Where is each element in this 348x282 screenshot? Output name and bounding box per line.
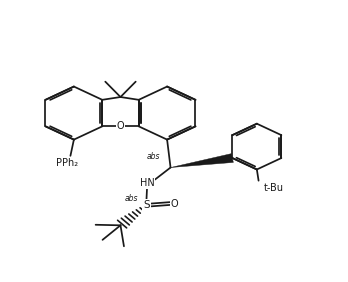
Text: abs: abs [147,151,160,160]
Polygon shape [171,154,234,168]
Text: t-Bu: t-Bu [264,184,284,193]
Text: O: O [117,121,124,131]
Text: abs: abs [124,194,138,203]
Text: O: O [171,199,179,209]
Text: HN: HN [140,178,155,188]
Text: S: S [143,200,150,210]
Text: PPh₂: PPh₂ [56,158,78,168]
